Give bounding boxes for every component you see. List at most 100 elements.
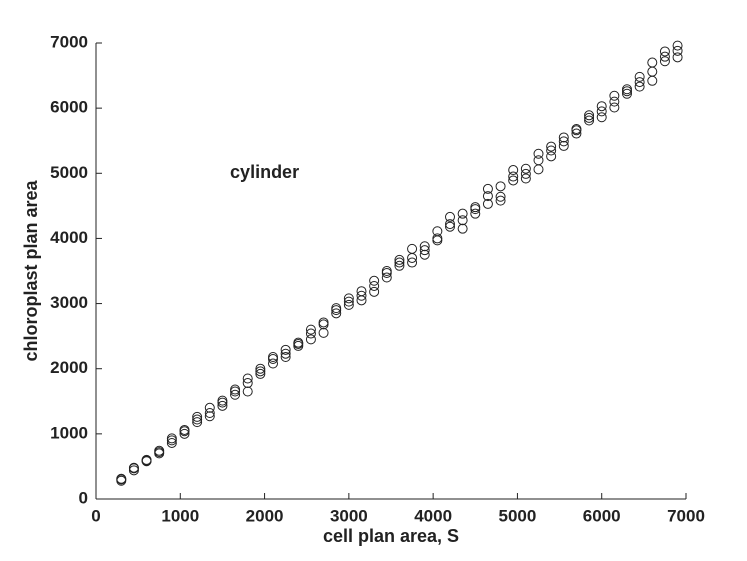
y-tick-label: 6000	[50, 98, 88, 117]
point	[293, 337, 304, 348]
point	[318, 327, 329, 338]
point	[356, 286, 367, 297]
point	[419, 245, 430, 256]
point	[204, 411, 215, 422]
point	[407, 243, 418, 254]
y-tick-label: 5000	[50, 163, 88, 182]
point	[546, 151, 557, 162]
point	[331, 308, 342, 319]
point	[495, 181, 506, 192]
point	[242, 373, 253, 384]
point	[343, 293, 354, 304]
point	[546, 141, 557, 152]
point	[305, 324, 316, 335]
point	[432, 235, 443, 246]
point	[520, 168, 531, 179]
point	[242, 386, 253, 397]
point	[255, 368, 266, 379]
point	[457, 208, 468, 219]
point	[445, 219, 455, 230]
y-tick-label: 0	[79, 488, 88, 507]
point	[634, 77, 645, 88]
point	[116, 473, 127, 484]
x-tick-label: 5000	[499, 506, 537, 525]
x-tick-label: 4000	[414, 506, 452, 525]
x-tick-label: 6000	[583, 506, 621, 525]
point	[482, 198, 493, 209]
point	[558, 132, 569, 143]
point	[318, 317, 329, 328]
point	[470, 202, 481, 213]
point	[331, 303, 342, 314]
point	[217, 400, 228, 411]
x-tick-label: 7000	[667, 506, 705, 525]
point	[432, 233, 443, 244]
point	[179, 424, 190, 435]
point	[343, 296, 354, 307]
point	[571, 123, 582, 134]
point	[381, 266, 392, 276]
point	[318, 319, 329, 330]
point	[609, 90, 620, 101]
point	[204, 408, 215, 419]
x-tick-label: 3000	[330, 506, 368, 525]
point	[558, 140, 569, 151]
point	[609, 96, 620, 107]
x-axis-label: cell plan area, S	[323, 526, 459, 546]
point	[672, 40, 683, 51]
point	[533, 148, 544, 159]
point	[242, 378, 253, 389]
point	[381, 272, 392, 283]
point	[192, 411, 203, 422]
point	[609, 102, 620, 113]
point	[596, 101, 607, 112]
point	[672, 52, 683, 63]
point	[407, 257, 418, 268]
y-tick-label: 4000	[50, 228, 88, 247]
point	[508, 171, 519, 182]
point	[280, 351, 291, 362]
point	[584, 110, 595, 121]
point	[230, 389, 241, 400]
point	[217, 395, 228, 406]
point	[305, 334, 316, 345]
point	[546, 145, 557, 156]
point	[520, 163, 531, 174]
point	[495, 195, 506, 206]
point	[482, 183, 493, 194]
y-tick-label: 2000	[50, 358, 88, 377]
point	[255, 363, 266, 374]
point	[659, 51, 670, 62]
point	[634, 71, 645, 82]
point	[659, 56, 670, 67]
point	[394, 257, 405, 268]
point	[647, 66, 658, 77]
point	[356, 290, 367, 301]
point	[394, 254, 405, 265]
point	[634, 81, 645, 92]
point	[508, 175, 519, 186]
point	[508, 165, 519, 176]
point	[166, 437, 177, 448]
point	[495, 191, 506, 202]
annotation: cylinder	[230, 162, 299, 182]
point	[369, 286, 380, 297]
point	[457, 215, 468, 226]
point	[622, 84, 632, 95]
point	[482, 191, 493, 202]
point	[192, 417, 203, 428]
point	[268, 358, 278, 369]
point	[280, 348, 291, 359]
point	[128, 462, 139, 473]
point	[672, 45, 683, 56]
point	[369, 275, 380, 286]
point	[445, 221, 455, 232]
point	[343, 299, 354, 310]
point	[255, 366, 266, 377]
x-tick-label: 1000	[161, 506, 199, 525]
point	[520, 173, 531, 184]
point	[419, 249, 430, 260]
point	[558, 136, 569, 147]
point	[584, 112, 595, 123]
